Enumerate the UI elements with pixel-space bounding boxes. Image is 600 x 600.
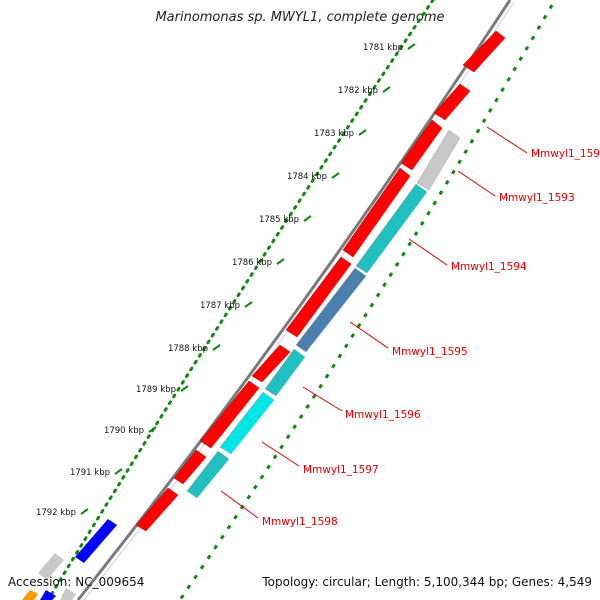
gene-callout-line: [408, 238, 448, 266]
gene-callout-line: [220, 490, 259, 519]
gene-label: Mmwyl1_1592: [531, 148, 600, 160]
orange-gene-bottom: [22, 590, 38, 600]
tick-mark: [180, 385, 189, 392]
tick-label: 1782 kbp: [338, 86, 378, 96]
gene-label: Mmwyl1_1597: [303, 464, 379, 476]
reverse-gene-arrow: [186, 450, 230, 499]
tick-label: 1781 kbp: [363, 43, 403, 53]
reverse-gene-track: [186, 129, 461, 499]
tick-label: 1792 kbp: [36, 508, 76, 518]
reverse-gene-arrow: [219, 391, 275, 455]
gene-label: Mmwyl1_1594: [451, 261, 527, 273]
gene-callout-line: [261, 441, 300, 467]
tick-label: 1786 kbp: [232, 258, 272, 268]
gene-label: Mmwyl1_1596: [345, 409, 421, 421]
reverse-gene-arrow: [416, 129, 461, 191]
gene-callout-group: Mmwyl1_1592 Mmwyl1_1593 Mmwyl1_1594 Mmwyl1_…: [220, 126, 600, 528]
forward-gene-arrow: [135, 487, 179, 532]
grey-gene-bottom: [38, 553, 64, 580]
tick-label: 1791 kbp: [70, 468, 110, 478]
gc-dotted-track-outer: [46, 0, 435, 600]
forward-gene-arrow: [462, 30, 506, 73]
gene-label: Mmwyl1_1593: [499, 192, 575, 204]
reverse-gene-arrow: [355, 183, 428, 274]
tick-mark: [303, 215, 312, 222]
tick-label: 1785 kbp: [259, 215, 299, 225]
forward-gene-arrow: [400, 119, 443, 171]
reverse-gene-arrow: [295, 267, 367, 353]
tick-mark: [382, 86, 391, 93]
forward-gene-arrow: [342, 167, 411, 258]
reverse-gene-arrow: [264, 348, 306, 397]
gene-label: Mmwyl1_1598: [262, 516, 338, 528]
tick-mark: [244, 301, 253, 308]
blue-gene-bottom: [40, 590, 56, 600]
gene-callout-line: [457, 170, 496, 197]
gene-label: Mmwyl1_1595: [392, 346, 468, 358]
bottom-left-features: [22, 519, 117, 600]
tick-mark: [407, 43, 416, 50]
genome-stats: Topology: circular; Length: 5,100,344 bp…: [262, 575, 592, 589]
tick-label: 1789 kbp: [136, 385, 176, 395]
blue-gene-arrow: [75, 519, 117, 563]
tick-label: 1790 kbp: [104, 426, 144, 436]
forward-gene-arrow: [285, 256, 352, 338]
tick-mark: [114, 468, 123, 475]
gene-callout-line: [349, 321, 389, 349]
tick-mark: [358, 129, 367, 136]
forward-gene-track: [135, 30, 506, 532]
gene-callout-line: [486, 126, 528, 154]
tick-label: 1787 kbp: [200, 301, 240, 311]
map-title: Marinomonas sp. MWYL1, complete genome: [155, 10, 445, 25]
tick-mark: [276, 258, 285, 265]
tick-label: 1788 kbp: [168, 344, 208, 354]
tick-label: 1784 kbp: [287, 172, 327, 182]
genome-backbone: [76, 0, 512, 600]
gene-callout-line: [302, 386, 343, 412]
accession-label: Accession: NC_009654: [8, 575, 145, 589]
forward-gene-arrow: [173, 449, 207, 485]
tick-mark: [148, 426, 157, 433]
tick-mark: [80, 508, 89, 515]
grey-gene-bottom-2: [60, 588, 76, 600]
tick-label: 1783 kbp: [314, 129, 354, 139]
forward-gene-arrow: [433, 83, 471, 121]
tick-group: 1781 kbp 1782 kbp 1783 kbp 1784 kbp 1785 kbp…: [36, 43, 416, 518]
forward-gene-arrow: [251, 344, 291, 383]
tick-mark: [331, 172, 340, 179]
tick-mark: [212, 344, 221, 351]
forward-gene-arrow: [199, 380, 260, 449]
